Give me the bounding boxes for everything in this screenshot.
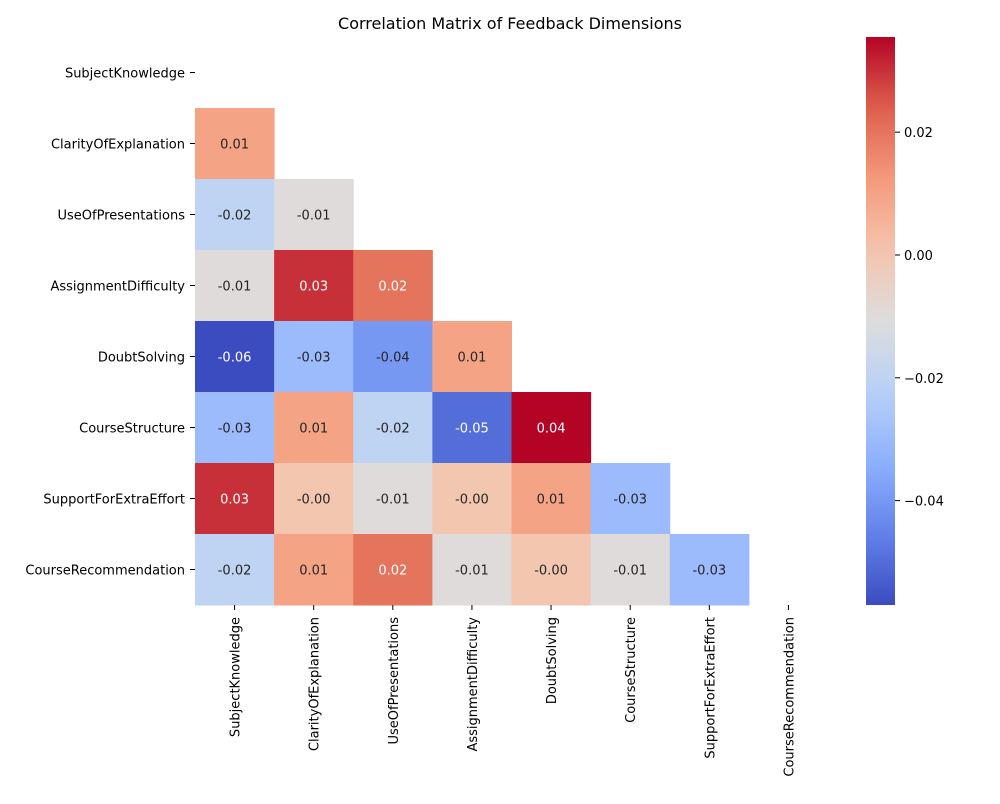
cell-value-label: -0.03 [692, 564, 726, 579]
colorbar-tick-label: 0.00 [904, 249, 933, 264]
cell-value-label: 0.01 [537, 493, 566, 508]
heatmap-cell [274, 534, 354, 606]
cell-value-label: 0.02 [378, 280, 407, 295]
x-tick-label: SupportForExtraEffort [703, 617, 718, 759]
cell-value-label: 0.01 [299, 422, 328, 437]
cell-value-label: -0.00 [297, 493, 331, 508]
heatmap-cell [195, 321, 275, 393]
x-tick-label: SubjectKnowledge [229, 617, 244, 737]
heatmap-cell [511, 463, 592, 535]
y-tick-label: CourseStructure [79, 422, 185, 437]
heatmap-cell [195, 392, 275, 464]
cell-value-label: -0.02 [376, 422, 410, 437]
heatmap-cell [353, 463, 433, 535]
heatmap-cell [195, 534, 275, 606]
colorbar-tick-label: 0.02 [904, 126, 933, 141]
heatmap-cell [511, 534, 592, 606]
heatmap-cell [669, 534, 750, 606]
cell-value-label: -0.02 [218, 209, 252, 224]
cell-value-label: 0.03 [299, 280, 328, 295]
heatmap-cell [195, 250, 275, 322]
cell-value-label: -0.05 [455, 422, 489, 437]
cell-value-label: 0.01 [299, 564, 328, 579]
heatmap-cells: 0.01 -0.02 -0.01 -0.01 0.03 0.02 -0.06 -0.03 -0.… [195, 108, 750, 606]
cell-value-label: -0.01 [376, 493, 410, 508]
y-tick-label: CourseRecommendation [25, 564, 185, 579]
heatmap-cell [432, 463, 512, 535]
heatmap-cell [274, 179, 354, 251]
heatmap-cell [195, 463, 275, 535]
heatmap-cell [590, 534, 671, 606]
heatmap-cell [274, 392, 354, 464]
heatmap-cell [432, 392, 512, 464]
x-tick-label: UseOfPresentations [387, 617, 402, 745]
heatmap-cell [432, 534, 512, 606]
cell-value-label: -0.00 [455, 493, 489, 508]
cell-value-label: 0.02 [378, 564, 407, 579]
cell-value-label: -0.00 [534, 564, 568, 579]
heatmap-cell [432, 321, 512, 393]
heatmap-cell [274, 321, 354, 393]
y-tick-label: SupportForExtraEffort [43, 493, 185, 508]
heatmap-cell [195, 108, 275, 180]
x-tick-label: ClarityOfExplanation [308, 617, 323, 751]
heatmap-cell [274, 463, 354, 535]
cell-value-label: -0.01 [218, 280, 252, 295]
heatmap-cell [353, 250, 433, 322]
cell-value-label: 0.03 [220, 493, 249, 508]
colorbar: −0.04 −0.02 0.00 0.02 [866, 37, 944, 605]
heatmap-cell [353, 534, 433, 606]
cell-value-label: -0.02 [218, 564, 252, 579]
cell-value-label: 0.04 [537, 422, 566, 437]
cell-value-label: -0.06 [218, 351, 252, 366]
cell-value-label: -0.03 [613, 493, 647, 508]
cell-value-label: -0.01 [613, 564, 647, 579]
cell-value-label: 0.01 [220, 138, 249, 153]
heatmap-cell [274, 250, 354, 322]
y-tick-label: AssignmentDifficulty [50, 280, 185, 295]
cell-value-label: 0.01 [457, 351, 486, 366]
cell-value-label: -0.04 [376, 351, 410, 366]
y-tick-label: UseOfPresentations [57, 209, 185, 224]
heatmap-cell [195, 179, 275, 251]
cell-value-label: -0.03 [297, 351, 331, 366]
heatmap-cell [590, 463, 671, 535]
y-tick-label: ClarityOfExplanation [51, 138, 185, 153]
x-tick-label: AssignmentDifficulty [466, 617, 481, 752]
x-tick-label: DoubtSolving [545, 617, 560, 704]
y-tick-label: DoubtSolving [98, 351, 185, 366]
x-tick-label: CourseStructure [624, 617, 639, 723]
colorbar-tick-label: −0.04 [904, 495, 944, 510]
x-axis: SubjectKnowledge ClarityOfExplanation UseO… [229, 605, 797, 777]
cell-value-label: -0.01 [297, 209, 331, 224]
cell-value-label: -0.03 [218, 422, 252, 437]
chart-title: Correlation Matrix of Feedback Dimension… [338, 14, 682, 33]
heatmap-cell [353, 321, 433, 393]
cell-value-label: -0.01 [455, 564, 489, 579]
colorbar-tick-label: −0.02 [904, 372, 944, 387]
y-tick-label: SubjectKnowledge [65, 67, 185, 82]
colorbar-gradient [866, 37, 895, 605]
y-axis: SubjectKnowledge ClarityOfExplanation UseO… [25, 67, 195, 579]
heatmap-cell [511, 392, 592, 464]
x-tick-label: CourseRecommendation [782, 617, 797, 777]
heatmap-cell [353, 392, 433, 464]
